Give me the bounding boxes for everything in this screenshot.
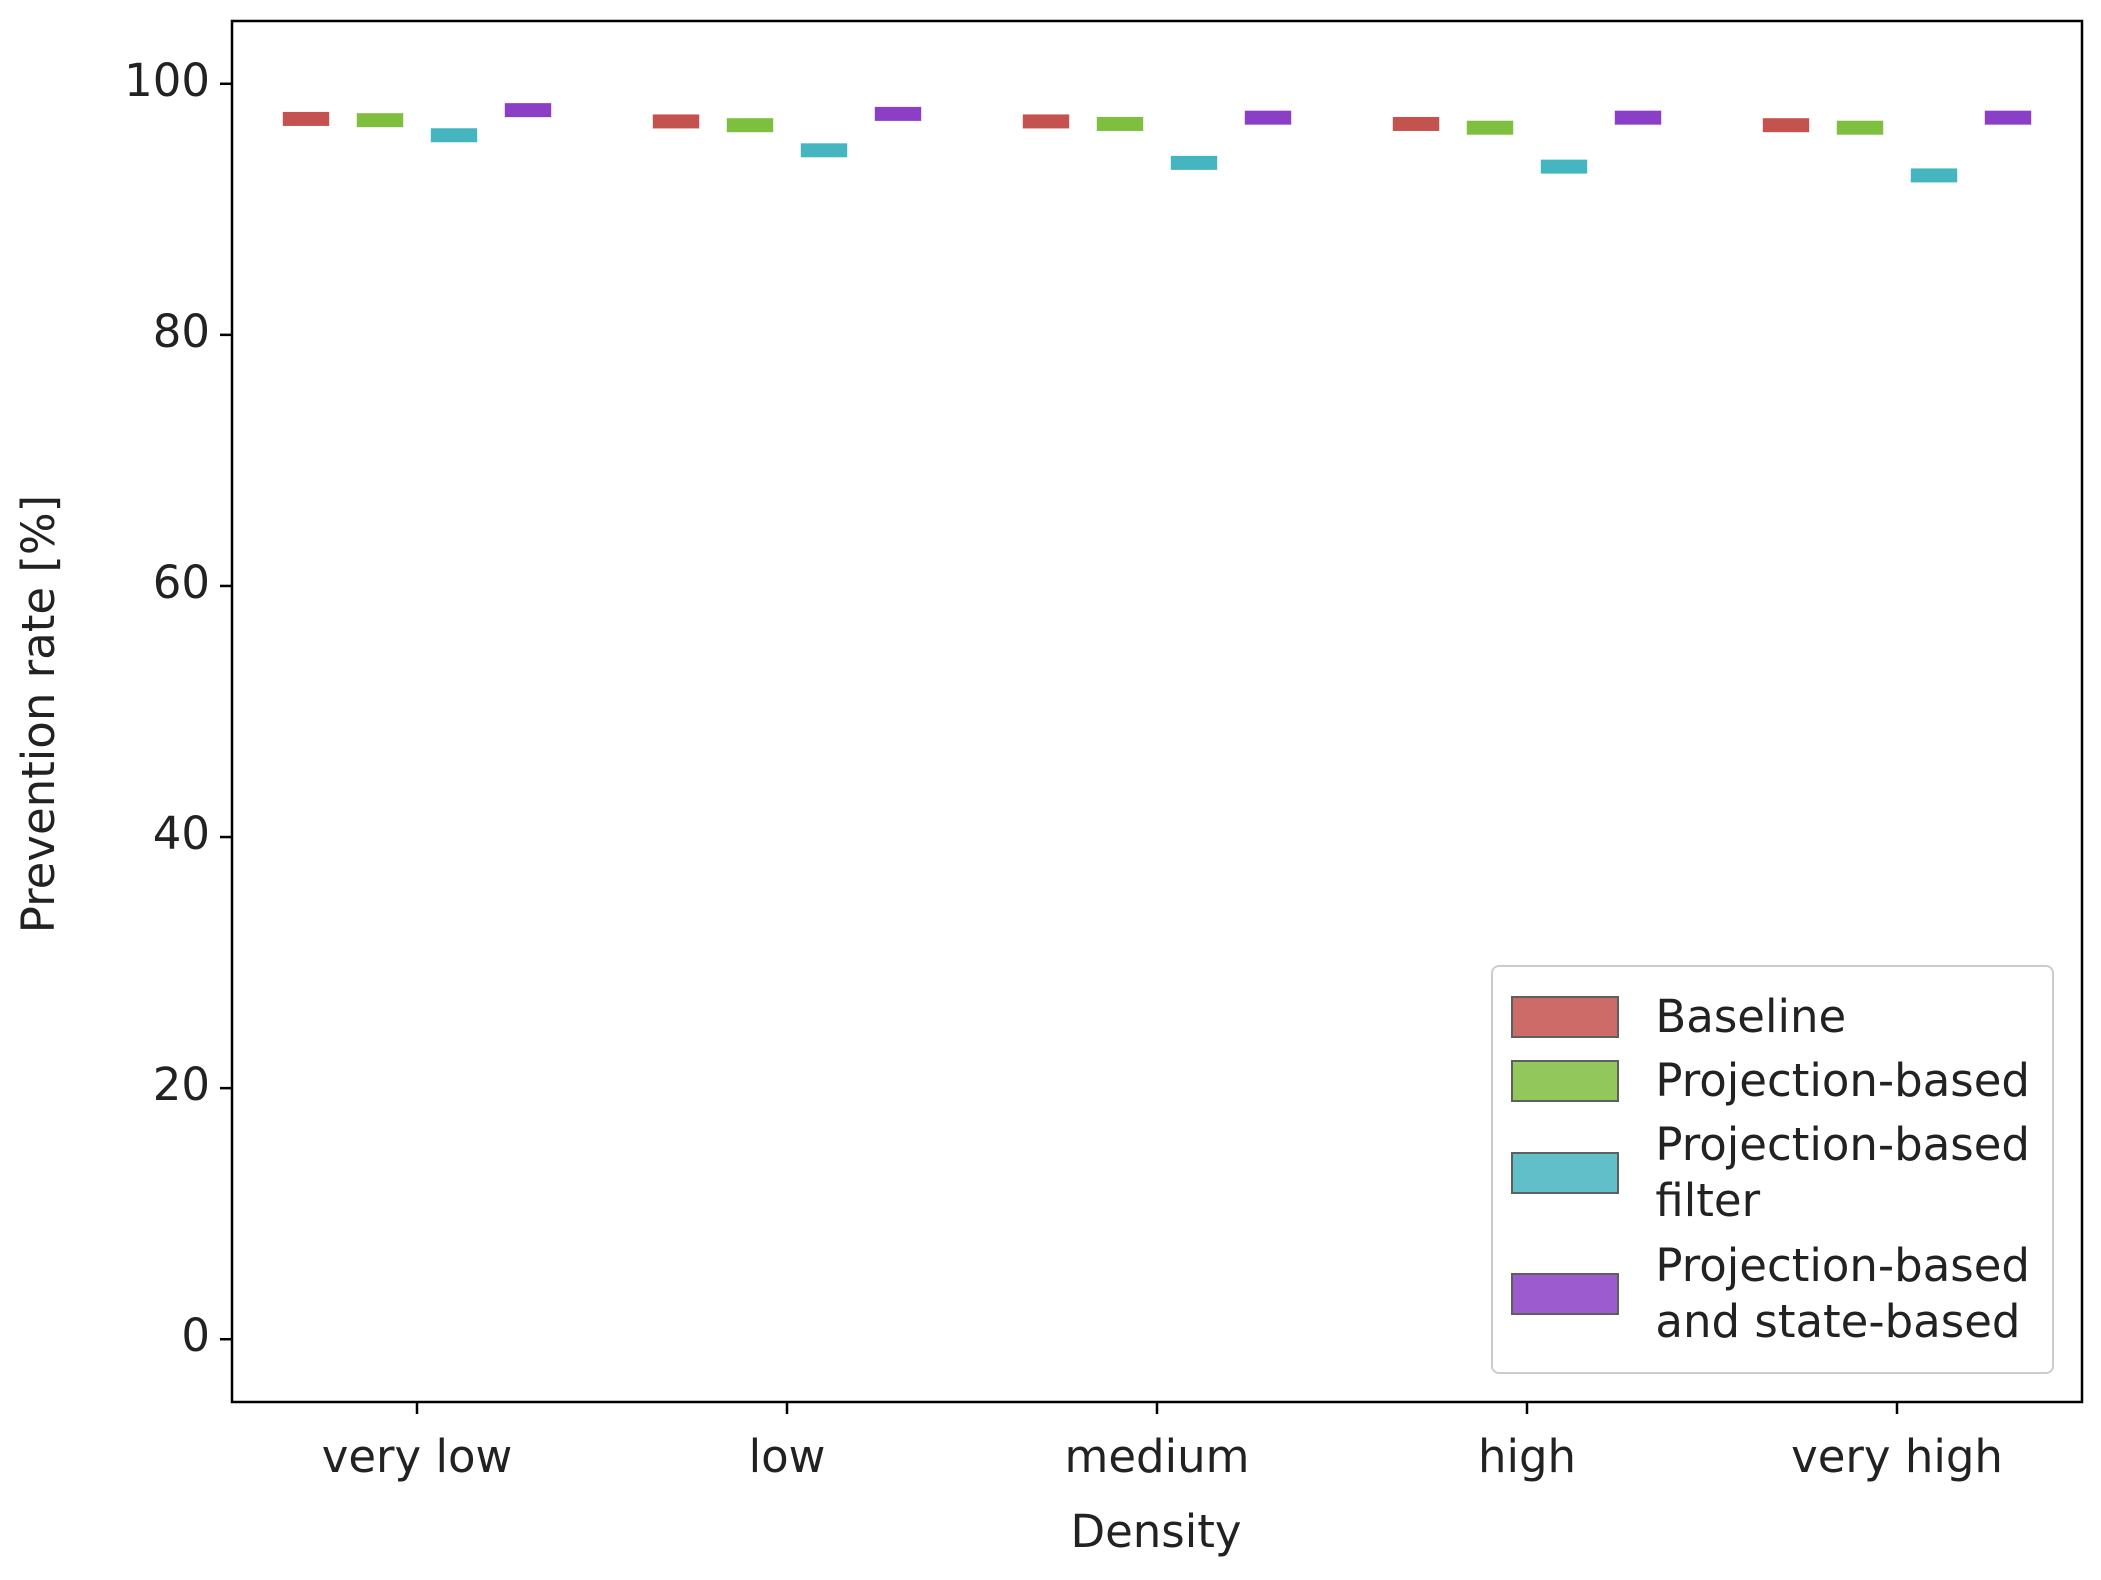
box <box>1096 116 1144 131</box>
box <box>504 103 552 118</box>
box <box>430 128 478 143</box>
legend-label: Baseline <box>1655 989 1847 1043</box>
box <box>874 106 922 121</box>
x-tick-label: medium <box>1065 1430 1250 1483</box>
legend-swatch <box>1511 995 1620 1038</box>
box <box>1762 118 1810 133</box>
x-axis-label: Density <box>1070 1505 1241 1558</box>
legend-item: Baseline <box>1511 989 2030 1045</box>
box <box>1984 110 2032 125</box>
x-tick-label: low <box>749 1430 826 1483</box>
legend-swatch <box>1511 1272 1620 1315</box>
box <box>1170 155 1218 170</box>
legend-label: Projection-based filter <box>1655 1118 2030 1228</box>
box <box>1540 159 1588 174</box>
box <box>1466 120 1514 135</box>
y-tick-label: 100 <box>124 54 210 107</box>
legend-item: Projection-based <box>1511 1053 2030 1109</box>
legend-label: Projection-based <box>1655 1053 2030 1107</box>
y-tick-label: 0 <box>181 1309 210 1362</box>
y-axis-label: Prevention rate [%] <box>12 495 65 933</box>
box <box>356 113 404 128</box>
box <box>282 111 330 126</box>
x-tick-label: high <box>1478 1430 1576 1483</box>
legend-swatch <box>1511 1059 1620 1102</box>
y-tick-label: 60 <box>153 556 210 609</box>
box <box>1614 110 1662 125</box>
legend: Baseline Projection-based Projection-based… <box>1491 964 2054 1374</box>
plot-frame <box>230 19 2084 1404</box>
legend-label: Projection-based and state-based <box>1655 1238 2030 1348</box>
y-tick-label: 20 <box>153 1058 210 1111</box>
legend-item: Projection-based and state-based <box>1511 1238 2030 1351</box>
box <box>1392 116 1440 131</box>
box <box>1022 114 1070 129</box>
x-tick-label: very low <box>322 1430 513 1483</box>
x-tick-label: very high <box>1791 1430 2003 1483</box>
legend-swatch <box>1511 1152 1620 1195</box>
box <box>1244 110 1292 125</box>
y-tick-label: 40 <box>153 807 210 860</box>
box <box>1910 168 1958 183</box>
legend-item: Projection-based filter <box>1511 1117 2030 1230</box>
box <box>1836 120 1884 135</box>
y-tick-label: 80 <box>153 305 210 358</box>
box <box>800 143 848 158</box>
box <box>652 114 700 129</box>
box <box>726 118 774 133</box>
